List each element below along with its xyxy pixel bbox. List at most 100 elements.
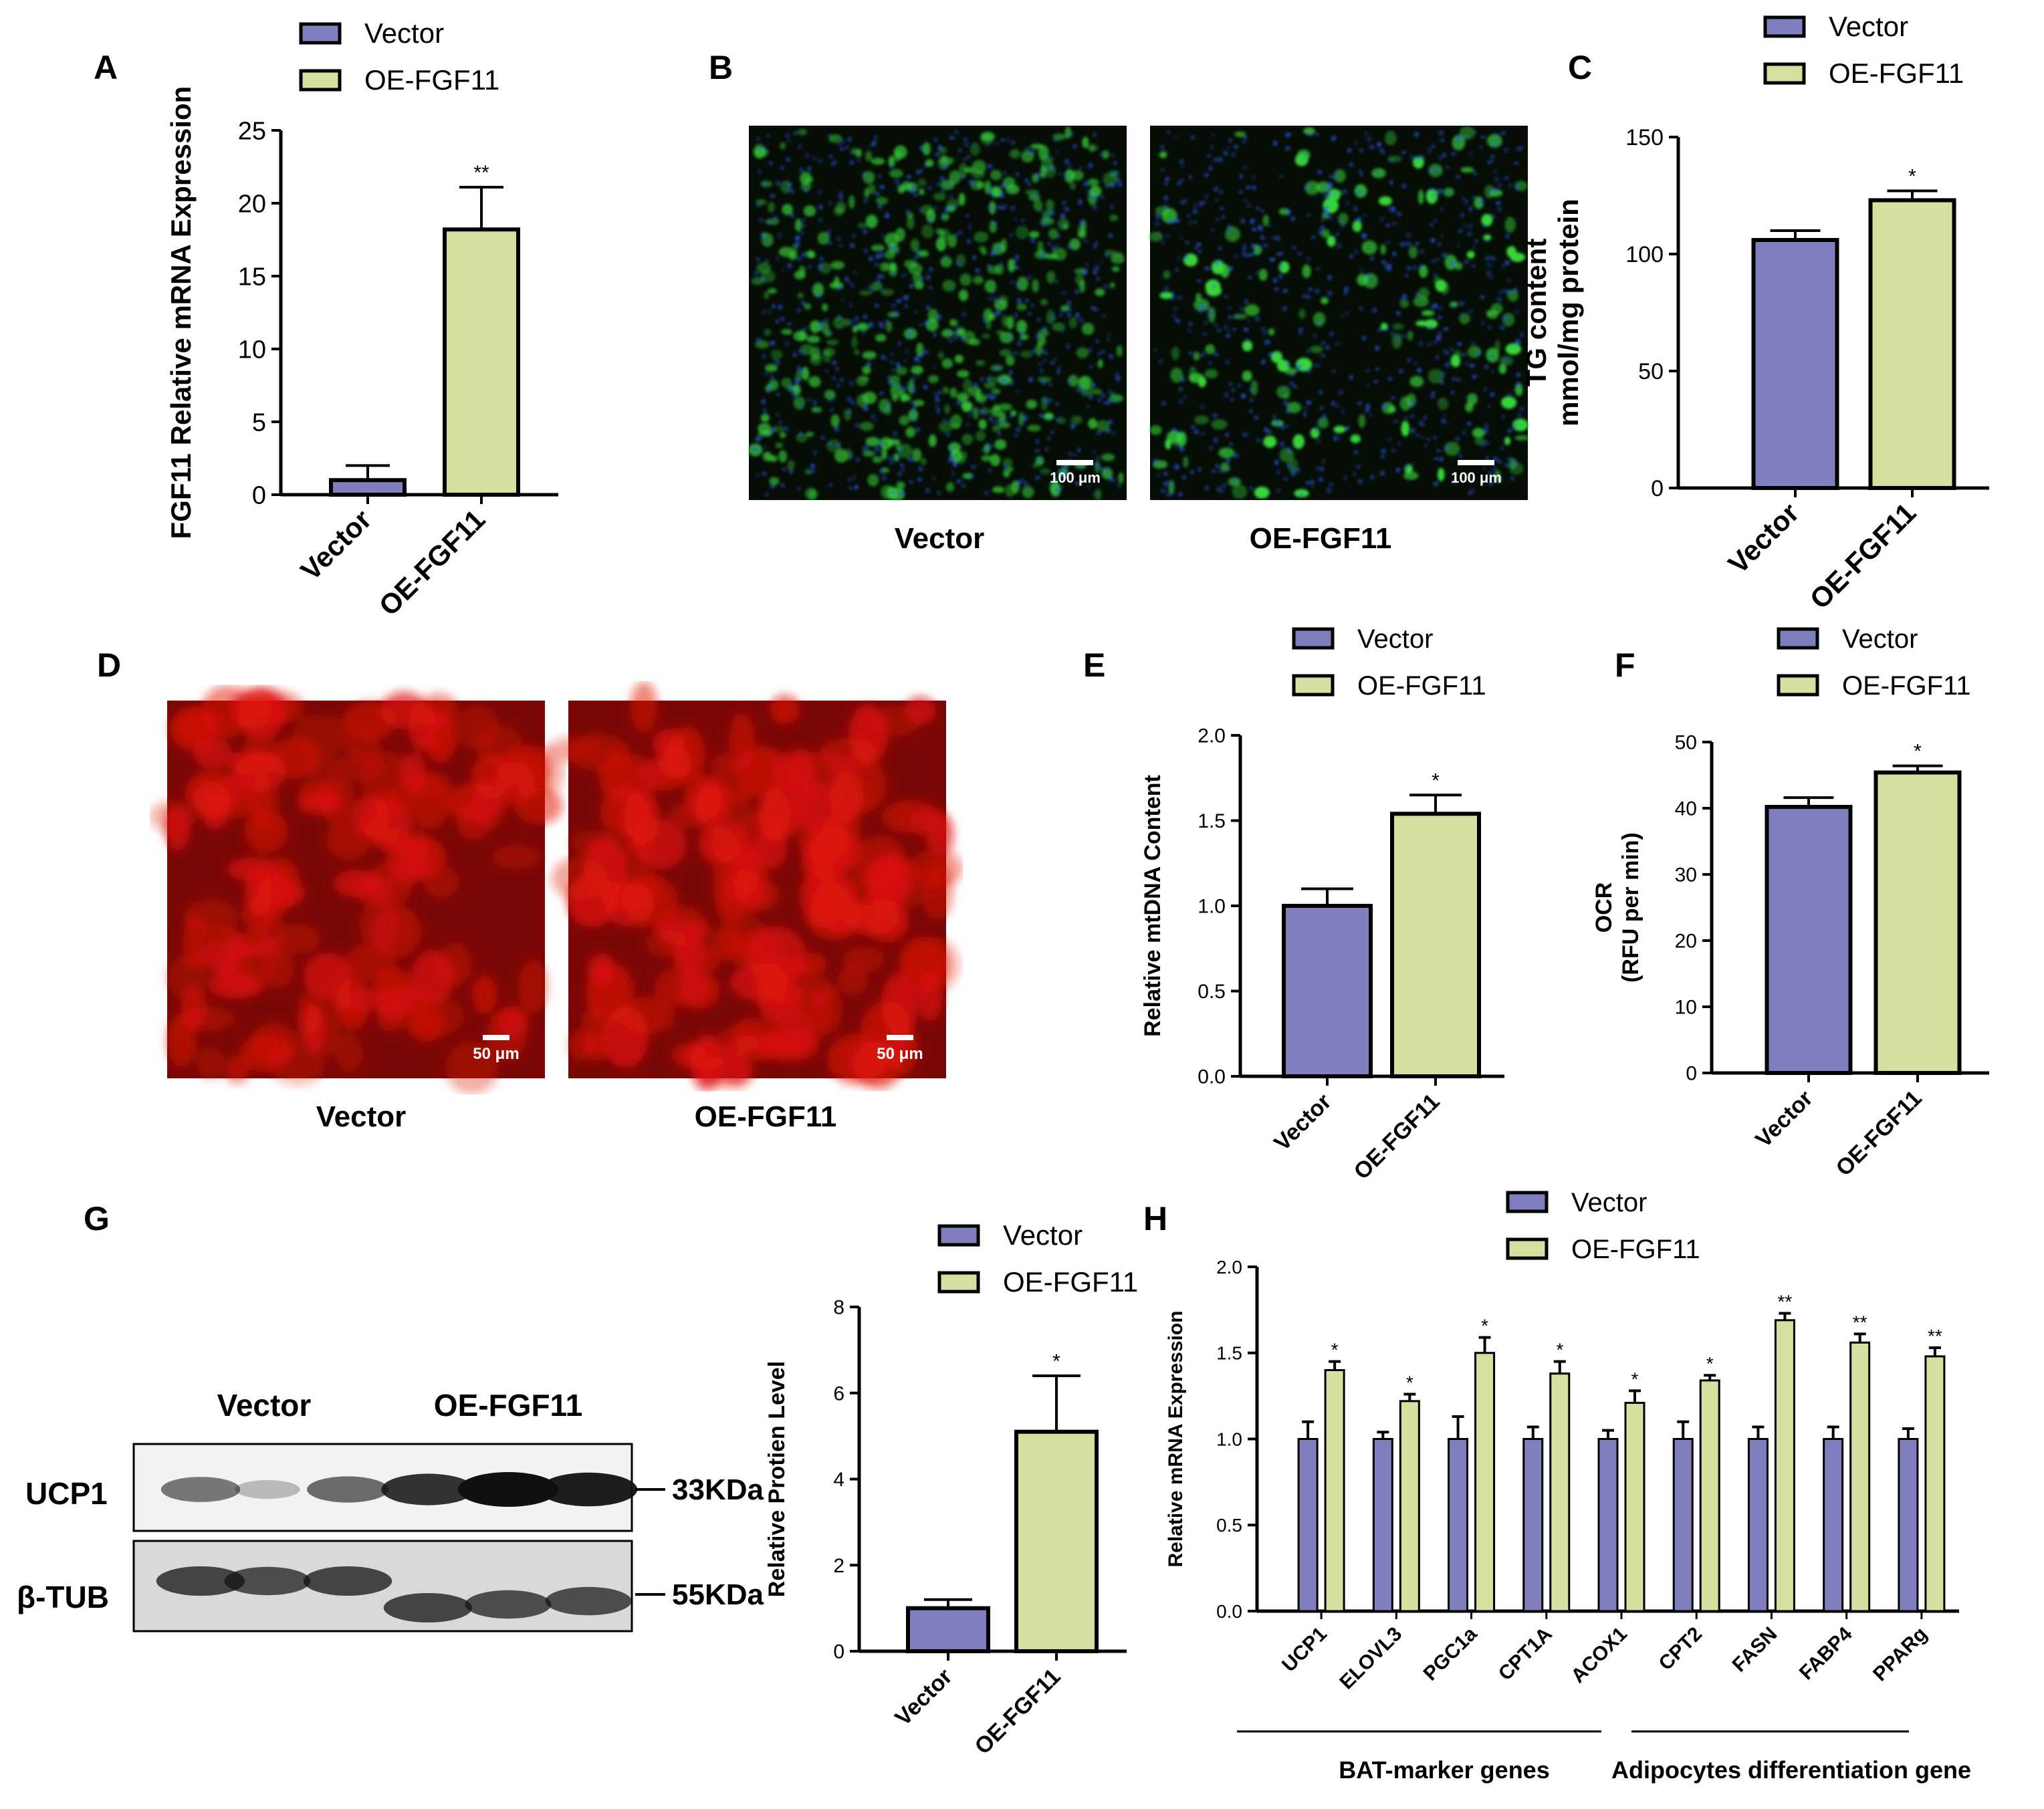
stain-blob — [1514, 424, 1517, 428]
stain-blob — [828, 442, 832, 446]
stain-blob — [1159, 151, 1167, 158]
stain-blob — [1357, 479, 1363, 484]
stain-blob — [1516, 381, 1520, 386]
stain-blob — [1395, 467, 1401, 473]
stain-blob — [867, 362, 871, 366]
stain-blob — [1308, 287, 1313, 291]
stain-blob — [456, 804, 491, 840]
stain-blob — [1460, 213, 1464, 217]
stain-blob — [955, 325, 961, 330]
stain-blob — [994, 366, 999, 371]
stain-blob — [998, 422, 1010, 429]
stain-blob — [1218, 447, 1235, 459]
stain-blob — [1467, 310, 1473, 314]
stain-blob — [1364, 131, 1367, 136]
stain-blob — [941, 189, 945, 193]
bar-h-pgc1a-1 — [1474, 1352, 1496, 1612]
stain-blob — [1060, 308, 1064, 313]
stain-blob — [1153, 348, 1157, 352]
stain-blob — [878, 322, 883, 326]
stain-blob — [1244, 327, 1249, 332]
stain-blob — [1307, 257, 1310, 261]
stain-blob — [801, 751, 845, 779]
stain-blob — [944, 404, 950, 414]
stain-blob — [838, 195, 844, 200]
stain-blob — [260, 915, 287, 962]
stain-blob — [1046, 310, 1055, 324]
blot-band-tub — [465, 1590, 552, 1619]
stain-blob — [862, 391, 877, 404]
stain-blob — [1286, 408, 1290, 414]
stain-blob — [1401, 420, 1409, 437]
stain-blob — [1484, 428, 1488, 434]
stain-blob — [1206, 285, 1222, 297]
stain-blob — [1068, 317, 1078, 329]
stain-blob — [1419, 265, 1423, 269]
stain-blob — [1424, 443, 1428, 447]
stain-blob — [1020, 219, 1025, 223]
stain-blob — [1343, 476, 1347, 480]
stain-blob — [1174, 318, 1178, 322]
legend-swatch-g-0 — [937, 1224, 980, 1247]
stain-blob — [1174, 135, 1177, 138]
stain-blob — [622, 875, 678, 927]
stain-blob — [796, 366, 800, 371]
stain-blob — [1428, 146, 1432, 150]
stain-blob — [1058, 172, 1062, 176]
stain-blob — [811, 882, 852, 922]
stain-blob — [1066, 244, 1072, 250]
stain-blob — [946, 331, 951, 335]
stain-blob — [1078, 166, 1083, 170]
blot-band-tub — [224, 1566, 311, 1596]
stain-blob — [1064, 174, 1069, 178]
stain-blob — [758, 423, 772, 435]
stain-blob — [1117, 182, 1123, 187]
stain-blob — [935, 152, 940, 157]
stain-blob — [1108, 233, 1113, 238]
stain-blob — [917, 477, 922, 482]
stain-blob — [1452, 134, 1466, 151]
stain-blob — [1027, 181, 1032, 187]
stain-blob — [777, 233, 782, 238]
stain-blob — [1229, 442, 1233, 446]
stain-blob — [1448, 189, 1452, 195]
stain-blob — [1250, 380, 1258, 396]
stain-blob — [445, 1042, 499, 1094]
stain-blob — [875, 192, 879, 196]
stain-blob — [999, 193, 1005, 199]
stain-blob — [947, 419, 953, 423]
stain-blob — [961, 312, 967, 316]
stain-blob — [1004, 203, 1008, 209]
stain-blob — [962, 158, 967, 162]
stain-blob — [957, 148, 962, 153]
stain-blob — [998, 431, 1001, 437]
stain-blob — [957, 370, 970, 378]
stain-blob — [487, 1009, 527, 1060]
stain-blob — [1262, 331, 1266, 335]
stain-blob — [1019, 334, 1029, 340]
stain-blob — [890, 487, 905, 501]
stain-blob — [1185, 241, 1189, 245]
stain-blob — [1215, 463, 1220, 469]
stain-blob — [1233, 328, 1236, 331]
stain-blob — [1352, 220, 1362, 232]
stain-blob — [878, 174, 883, 178]
stain-blob — [1168, 482, 1171, 488]
stain-blob — [802, 218, 806, 222]
stain-blob — [1171, 297, 1175, 301]
stain-blob — [1510, 477, 1515, 481]
stain-blob — [856, 323, 870, 331]
stain-blob — [1244, 136, 1248, 139]
stain-blob — [1179, 159, 1184, 164]
stain-blob — [894, 179, 900, 185]
stain-blob — [1438, 155, 1443, 160]
stain-blob — [875, 447, 878, 451]
stain-blob — [920, 457, 927, 465]
stain-blob — [1377, 328, 1382, 332]
stain-blob — [786, 157, 790, 162]
stain-blob — [1068, 374, 1078, 387]
stain-blob — [1094, 266, 1099, 269]
stain-blob — [1490, 154, 1494, 158]
stain-blob — [1169, 492, 1175, 495]
stain-blob — [889, 460, 894, 465]
